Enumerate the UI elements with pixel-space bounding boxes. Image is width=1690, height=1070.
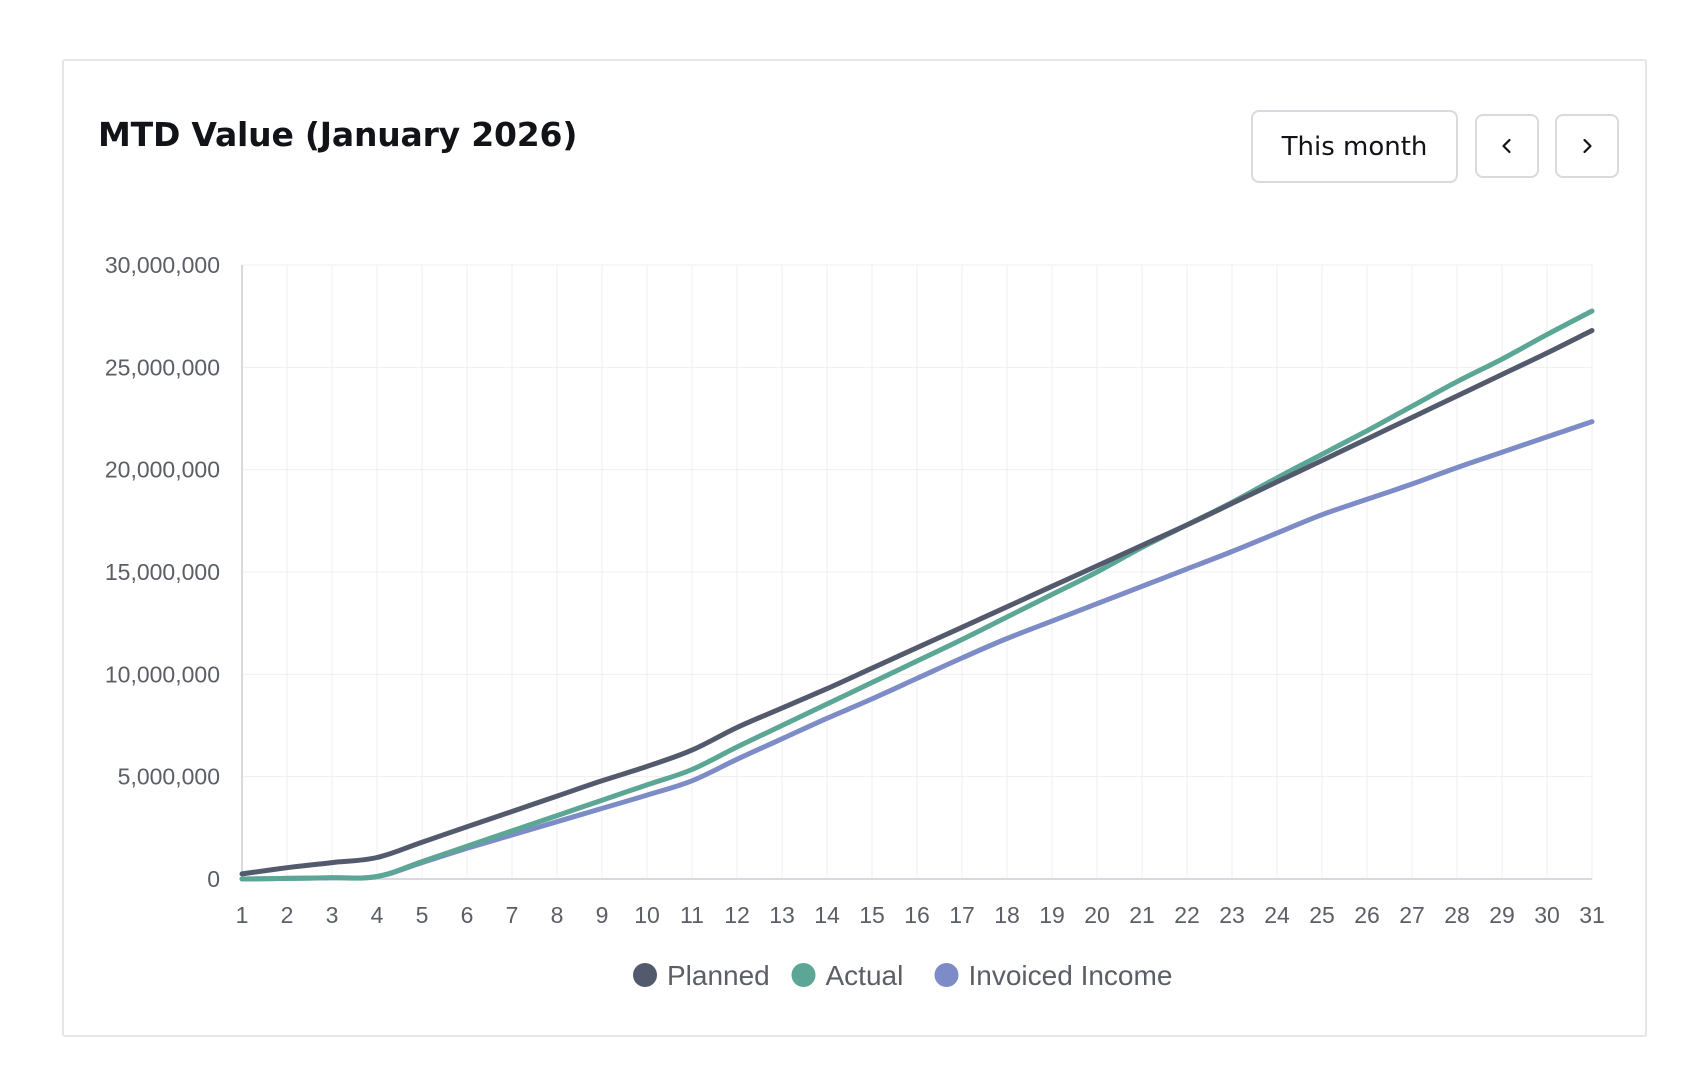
chevron-left-icon — [1502, 138, 1511, 154]
x-tick-label: 8 — [551, 902, 564, 928]
chart-axes: 0 5,000,000 10,000,000 15,000,000 20,000,000… — [105, 252, 1605, 928]
x-tick-label: 25 — [1309, 902, 1335, 928]
x-tick-label: 6 — [461, 902, 474, 928]
y-tick-label: 15,000,000 — [105, 559, 220, 585]
x-tick-label: 1 — [236, 902, 249, 928]
y-tick-label: 0 — [207, 866, 220, 892]
chart-series — [239, 308, 1595, 882]
previous-period-button[interactable] — [1475, 114, 1539, 178]
x-tick-label: 2 — [281, 902, 294, 928]
legend-item-planned[interactable]: Planned — [633, 960, 770, 991]
next-period-button[interactable] — [1555, 114, 1619, 178]
x-tick-label: 10 — [634, 902, 660, 928]
x-tick-label: 7 — [506, 902, 519, 928]
y-tick-label: 20,000,000 — [105, 457, 220, 483]
x-tick-label: 15 — [859, 902, 885, 928]
x-tick-label: 14 — [814, 902, 840, 928]
x-tick-label: 16 — [904, 902, 930, 928]
y-tick-label: 25,000,000 — [105, 354, 220, 380]
x-tick-label: 31 — [1579, 902, 1605, 928]
x-tick-label: 29 — [1489, 902, 1515, 928]
x-tick-label: 26 — [1354, 902, 1380, 928]
legend-item-actual[interactable]: Actual — [791, 960, 904, 991]
x-tick-label: 18 — [994, 902, 1020, 928]
x-tick-label: 19 — [1039, 902, 1065, 928]
x-tick-label: 12 — [724, 902, 750, 928]
legend-swatch-invoiced-income — [934, 963, 959, 987]
x-tick-label: 9 — [596, 902, 609, 928]
y-tick-label: 5,000,000 — [118, 764, 220, 790]
legend-swatch-actual — [791, 963, 816, 987]
x-tick-label: 22 — [1174, 902, 1200, 928]
chart-card: MTD Value (January 2026) This month 0 5,0… — [62, 59, 1647, 1037]
x-tick-label: 24 — [1264, 902, 1290, 928]
chart-legend[interactable]: Planned Actual Invoiced Income — [633, 960, 1172, 991]
this-month-button[interactable]: This month — [1251, 110, 1458, 183]
x-tick-label: 11 — [680, 902, 704, 928]
legend-label-invoiced-income: Invoiced Income — [969, 960, 1173, 991]
x-tick-label: 30 — [1534, 902, 1560, 928]
series-line-actual — [239, 308, 1595, 882]
y-tick-label: 30,000,000 — [105, 252, 220, 278]
x-tick-label: 3 — [326, 902, 339, 928]
series-line-planned — [239, 328, 1595, 877]
chart-title: MTD Value (January 2026) — [98, 115, 578, 154]
x-tick-label: 23 — [1219, 902, 1245, 928]
chart-grid — [242, 264, 1593, 879]
x-tick-label: 13 — [769, 902, 795, 928]
legend-swatch-planned — [633, 963, 657, 987]
x-tick-label: 5 — [416, 902, 429, 928]
x-tick-label: 21 — [1129, 902, 1155, 928]
x-tick-label: 27 — [1399, 902, 1425, 928]
y-tick-label: 10,000,000 — [105, 661, 220, 687]
x-tick-label: 4 — [371, 902, 384, 928]
x-tick-label: 17 — [949, 902, 975, 928]
x-tick-label: 28 — [1444, 902, 1470, 928]
line-chart: 0 5,000,000 10,000,000 15,000,000 20,000,000… — [105, 252, 1605, 991]
chevron-right-icon — [1583, 138, 1592, 154]
legend-label-actual: Actual — [826, 960, 904, 991]
x-tick-label: 20 — [1084, 902, 1110, 928]
legend-label-planned: Planned — [667, 960, 770, 991]
legend-item-invoiced-income[interactable]: Invoiced Income — [934, 960, 1173, 991]
